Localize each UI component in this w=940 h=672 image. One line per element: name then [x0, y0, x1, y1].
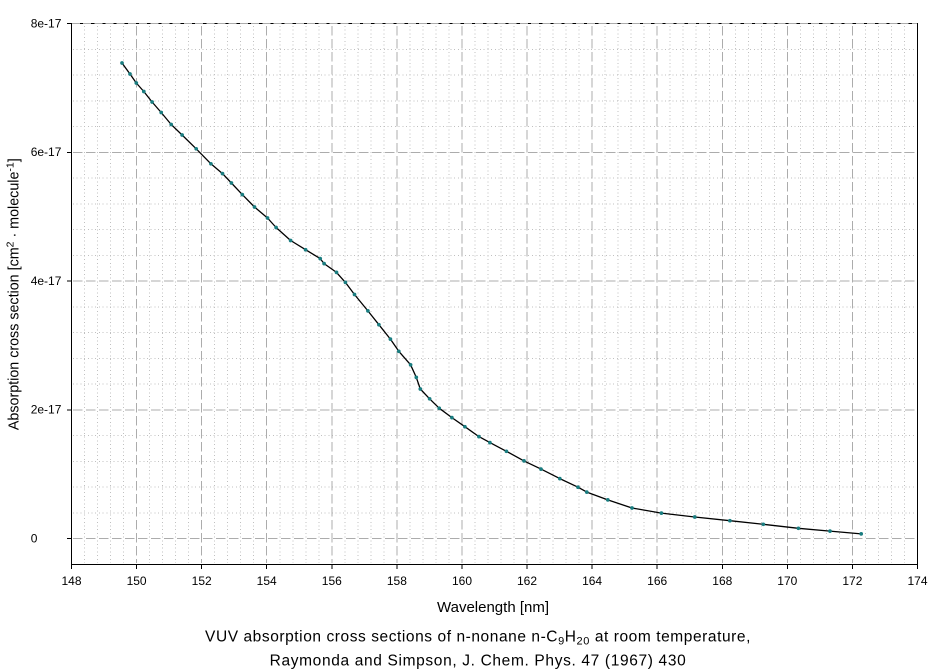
- svg-text:156: 156: [322, 574, 342, 588]
- svg-text:172: 172: [842, 574, 862, 588]
- svg-text:Raymonda and Simpson, J. Chem.: Raymonda and Simpson, J. Chem. Phys. 47 …: [270, 653, 687, 670]
- svg-text:174: 174: [907, 574, 927, 588]
- svg-text:6e-17: 6e-17: [31, 145, 62, 159]
- svg-text:Wavelength [nm]: Wavelength [nm]: [437, 599, 549, 616]
- svg-text:4e-17: 4e-17: [31, 274, 62, 288]
- svg-text:152: 152: [192, 574, 212, 588]
- svg-text:VUV absorption cross sections: VUV absorption cross sections of n-nonan…: [205, 629, 751, 648]
- svg-text:8e-17: 8e-17: [31, 16, 62, 30]
- svg-text:158: 158: [387, 574, 407, 588]
- svg-text:2e-17: 2e-17: [31, 403, 62, 417]
- svg-text:148: 148: [61, 574, 81, 588]
- svg-text:154: 154: [257, 574, 277, 588]
- svg-text:0: 0: [31, 531, 38, 545]
- svg-text:168: 168: [712, 574, 732, 588]
- svg-text:170: 170: [777, 574, 797, 588]
- svg-text:164: 164: [582, 574, 602, 588]
- svg-text:150: 150: [127, 574, 147, 588]
- svg-text:162: 162: [517, 574, 537, 588]
- svg-text:160: 160: [452, 574, 472, 588]
- svg-text:Absorption cross section [cm2: Absorption cross section [cm2 · molecule…: [4, 158, 22, 430]
- svg-text:166: 166: [647, 574, 667, 588]
